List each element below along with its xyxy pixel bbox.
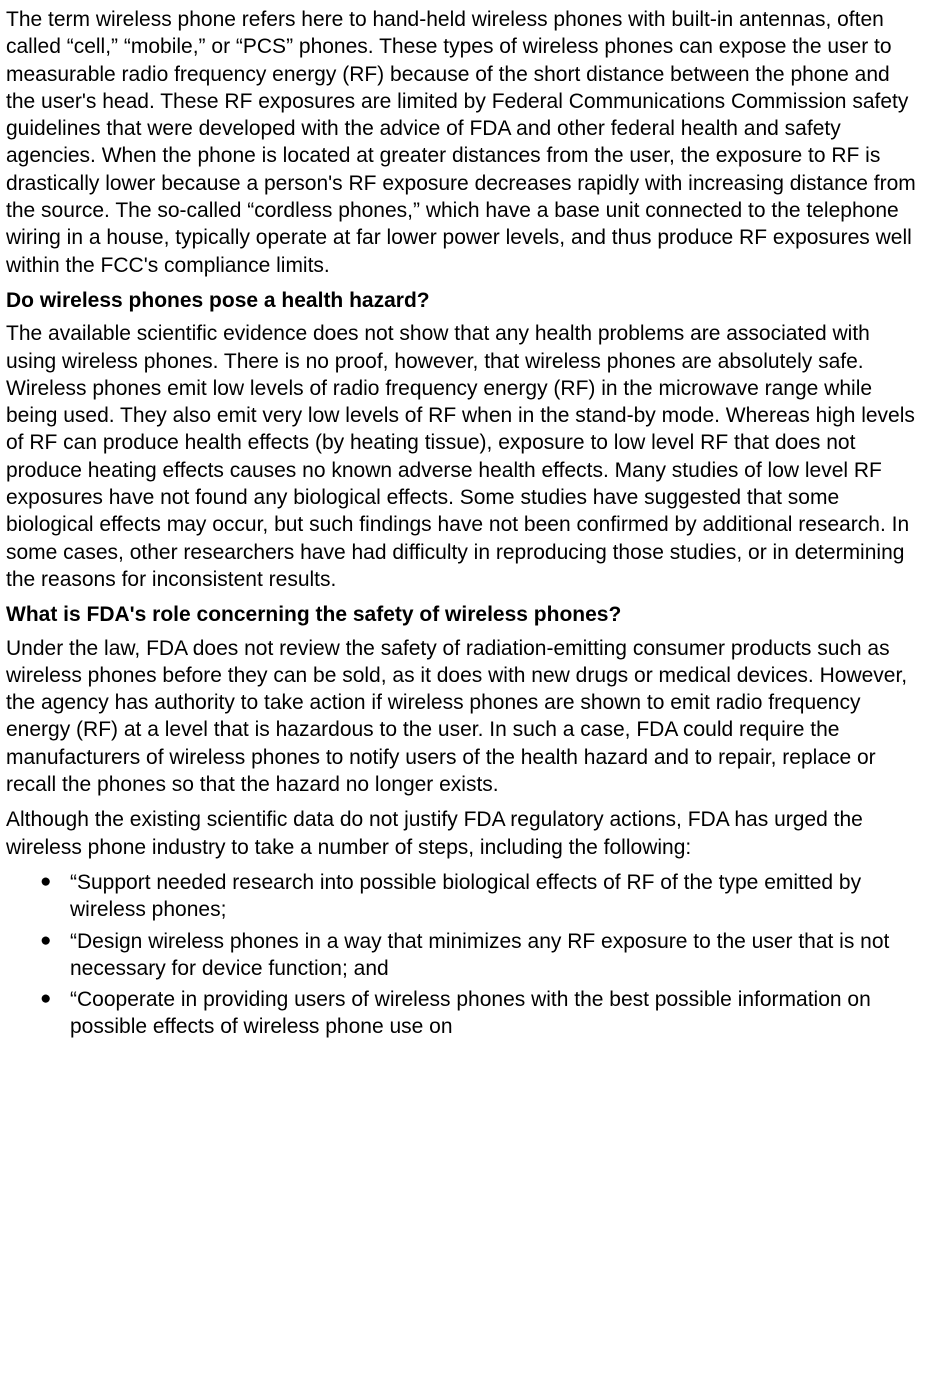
intro-paragraph: The term wireless phone refers here to h… <box>6 6 924 279</box>
document-page: The term wireless phone refers here to h… <box>0 0 934 1055</box>
list-item: “Support needed research into possible b… <box>40 869 924 924</box>
heading-health-hazard: Do wireless phones pose a health hazard? <box>6 287 924 314</box>
health-hazard-paragraph: The available scientific evidence does n… <box>6 320 924 593</box>
list-item: “Cooperate in providing users of wireles… <box>40 986 924 1041</box>
fda-role-paragraph-2: Although the existing scientific data do… <box>6 806 924 861</box>
fda-role-paragraph-1: Under the law, FDA does not review the s… <box>6 635 924 799</box>
fda-actions-list: “Support needed research into possible b… <box>6 869 924 1041</box>
heading-fda-role: What is FDA's role concerning the safety… <box>6 601 924 628</box>
list-item: “Design wireless phones in a way that mi… <box>40 928 924 983</box>
